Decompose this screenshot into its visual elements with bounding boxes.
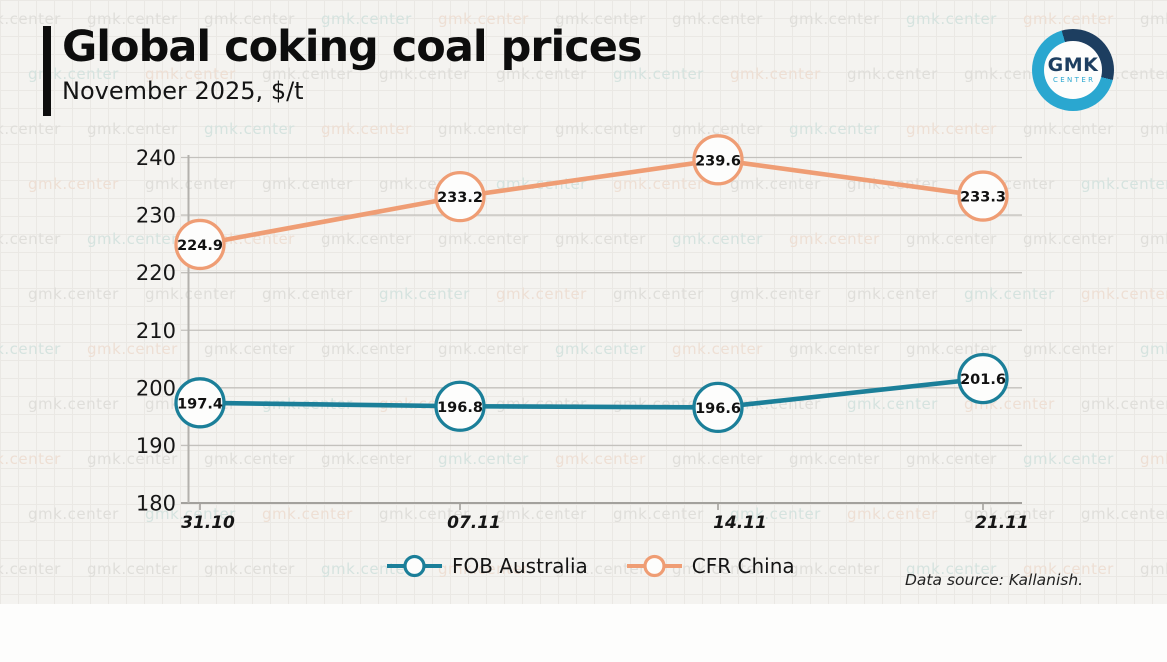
data-point-marker bbox=[434, 171, 486, 223]
series-line-cfr-china bbox=[197, 157, 986, 247]
fob-australia-swatch-icon bbox=[387, 554, 442, 578]
legend-label-cfr-china: CFR China bbox=[691, 554, 795, 578]
data-point-marker bbox=[174, 218, 226, 271]
data-point-marker bbox=[957, 352, 1009, 405]
y-axis-tick-label: 200 bbox=[136, 376, 176, 400]
data-point-marker bbox=[692, 134, 744, 186]
x-axis-tick-label: 14.11 bbox=[713, 513, 767, 533]
series-line-fob-australia bbox=[197, 376, 986, 410]
data-point-value-label: 239.6 bbox=[695, 153, 741, 169]
y-axis-tick-label: 190 bbox=[136, 434, 176, 458]
data-point-value-label: 196.8 bbox=[437, 400, 483, 416]
legend-item-fob-australia: FOB Australia bbox=[386, 553, 588, 579]
data-point-value-label: 233.2 bbox=[437, 190, 483, 206]
logo-gmk-text: GMK bbox=[1047, 54, 1099, 76]
y-axis-tick-label: 220 bbox=[136, 261, 176, 285]
data-point-value-label: 196.6 bbox=[695, 401, 741, 417]
legend-item-cfr-china: CFR China bbox=[626, 553, 795, 579]
data-point-marker bbox=[692, 381, 744, 434]
x-axis-tick-label: 31.10 bbox=[181, 513, 235, 533]
title-accent-bar bbox=[43, 26, 51, 116]
header: Global coking coal prices November 2025,… bbox=[43, 22, 643, 116]
legend-label-fob-australia: FOB Australia bbox=[452, 554, 588, 578]
gmk-center-logo-text: GMK CENTER bbox=[1044, 41, 1102, 99]
gmk-center-logo: GMK CENTER bbox=[1032, 29, 1114, 111]
data-point-marker bbox=[434, 380, 486, 432]
data-source-note: Data source: Kallanish. bbox=[905, 571, 1084, 589]
y-axis-tick-label: 240 bbox=[136, 146, 176, 170]
x-axis-tick-label: 21.11 bbox=[975, 513, 1029, 533]
data-point-value-label: 197.4 bbox=[177, 396, 223, 412]
data-point-marker bbox=[174, 377, 226, 429]
y-axis-tick-label: 210 bbox=[136, 319, 176, 343]
chart-legend: FOB Australia CFR China bbox=[386, 553, 795, 579]
x-axis-tick-label: 07.11 bbox=[447, 513, 501, 533]
data-point-value-label: 233.3 bbox=[960, 190, 1006, 206]
y-axis-tick-label: 180 bbox=[136, 492, 176, 516]
page-subtitle: November 2025, $/t bbox=[62, 76, 304, 105]
data-point-value-label: 201.6 bbox=[960, 372, 1006, 388]
data-point-value-label: 224.9 bbox=[177, 238, 223, 254]
logo-center-text: CENTER bbox=[1052, 76, 1096, 84]
data-point-marker bbox=[957, 170, 1009, 222]
cfr-china-swatch-icon bbox=[626, 554, 682, 578]
page-title: Global coking coal prices bbox=[62, 22, 643, 72]
y-axis-tick-label: 230 bbox=[136, 204, 176, 228]
